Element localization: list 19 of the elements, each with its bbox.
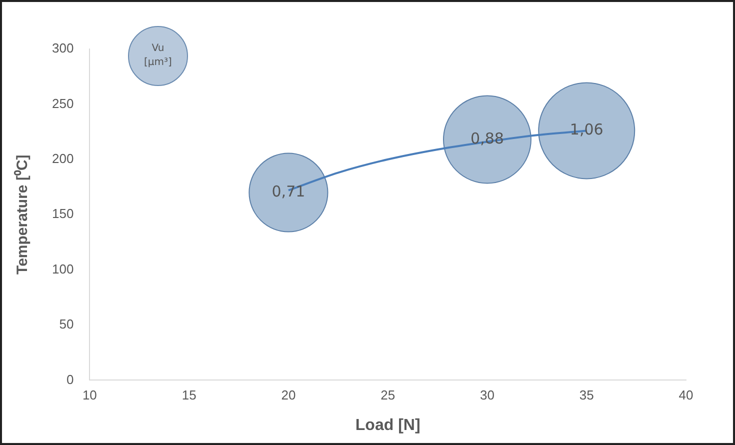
y-tick-label: 300 <box>52 40 74 56</box>
y-tick-label: 150 <box>52 206 74 222</box>
y-tick-label: 0 <box>66 372 74 387</box>
y-axis-title: Temperature [⁰C] <box>13 154 32 274</box>
circle-icon: Vu [μm³] <box>128 26 188 86</box>
x-tick-label: 40 <box>678 388 694 403</box>
data-label: 1,06 <box>570 120 604 139</box>
data-label: 0,71 <box>272 182 306 200</box>
x-axis-title: Load [N] <box>355 416 420 434</box>
y-tick-label: 200 <box>52 150 74 166</box>
x-tick-label: 30 <box>480 388 494 403</box>
x-tick-label: 20 <box>281 388 296 403</box>
x-tick-label: 10 <box>82 388 97 403</box>
x-tick-label: 25 <box>380 388 396 403</box>
y-tick-label: 100 <box>52 261 74 276</box>
x-tick-label: 35 <box>579 388 594 403</box>
y-tick-label: 50 <box>59 316 74 332</box>
x-tick-label: 15 <box>182 388 196 403</box>
y-tick-label: 250 <box>52 96 74 111</box>
